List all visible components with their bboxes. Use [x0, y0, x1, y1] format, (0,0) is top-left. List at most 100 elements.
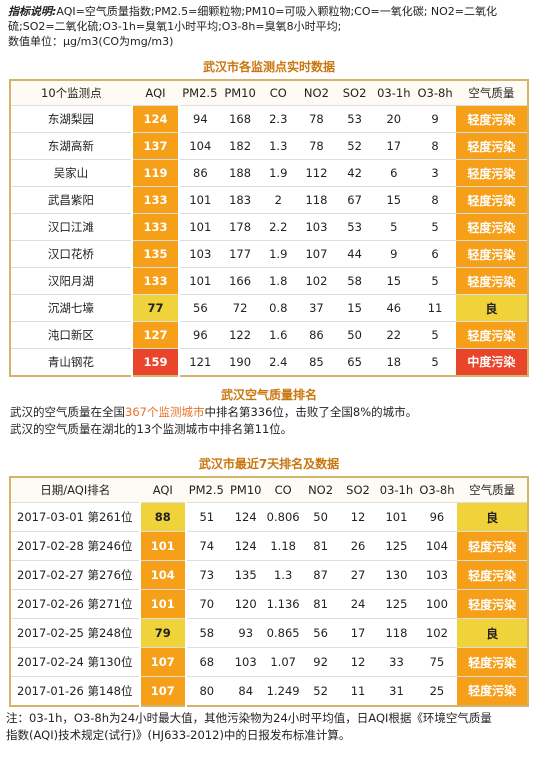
cell: 182 [220, 132, 260, 160]
cell: 31 [376, 676, 417, 706]
header-cell: 空气质量 [455, 80, 528, 106]
station-table: 10个监测点 AQI PM2.5 PM10 CO NO2 SO2 03-1h O3-8h 空气质量… [9, 79, 529, 377]
aqi-cell: 119 [130, 159, 181, 187]
cell: 103 [226, 647, 265, 677]
quality-cell: 轻度污染 [455, 213, 528, 241]
cell: 吴家山 [10, 159, 133, 187]
header-cell: 10个监测点 [10, 80, 132, 106]
cell: 50 [336, 321, 374, 349]
cell: 51 [186, 502, 227, 532]
cell: 124 [226, 502, 265, 532]
quality-cell: 轻度污染 [455, 159, 528, 187]
header-row: 10个监测点 AQI PM2.5 PM10 CO NO2 SO2 03-1h O3-8h 空气质量 [10, 80, 528, 106]
cell: 56 [301, 618, 340, 648]
cell: 93 [226, 618, 265, 648]
aqi-cell: 107 [138, 676, 188, 706]
aqi-cell: 101 [138, 589, 188, 619]
cell: 1.3 [259, 132, 297, 160]
aqi-cell: 124 [130, 105, 181, 133]
row: 汉口江滩 133 101 178 2.2 103 53 5 5 轻度污染 [10, 213, 528, 241]
aqi-cell: 101 [138, 531, 188, 561]
header-cell: 03-1h [373, 80, 415, 106]
cell: 1.9 [259, 240, 297, 268]
cell: 53 [336, 105, 374, 133]
cell: 2.3 [259, 105, 297, 133]
cell: 50 [301, 502, 340, 532]
note-line: 数值单位：μg/m3(CO为mg/m3) [8, 35, 174, 48]
cell: 70 [186, 589, 227, 619]
cell: 78 [296, 132, 337, 160]
cell: 74 [186, 531, 227, 561]
cell: 86 [179, 159, 221, 187]
row: 沌口新区 127 96 122 1.6 86 50 22 5 轻度污染 [10, 321, 528, 349]
cell: 1.6 [259, 321, 297, 349]
cell: 80 [186, 676, 227, 706]
cell: 15 [336, 294, 374, 322]
header-cell: PM2.5 [179, 80, 221, 106]
quality-cell: 轻度污染 [455, 105, 528, 133]
ranking-line: 武汉的空气质量在湖北的13个监测城市中排名第11位。 [10, 422, 293, 436]
cell: 46 [373, 294, 415, 322]
cell: 2017-03-01 第261位 [10, 502, 140, 532]
quality-cell: 轻度污染 [457, 647, 528, 677]
cell: 65 [336, 348, 374, 376]
note-line: 硫;SO2=二氧化硫;O3-1h=臭氧1小时平均;O3-8h=臭氧8小时平均; [8, 20, 342, 33]
cell: 78 [296, 105, 337, 133]
cell: 1.3 [264, 560, 302, 590]
row: 沉湖七壕 77 56 72 0.8 37 15 46 11 良 [10, 294, 528, 322]
row: 2017-02-28 第246位 101 74 124 1.18 81 26 125 104 轻度… [10, 531, 528, 561]
cell: 104 [416, 531, 458, 561]
aqi-cell: 133 [130, 213, 181, 241]
header-cell: SO2 [339, 477, 377, 503]
quality-cell: 轻度污染 [455, 321, 528, 349]
quality-cell: 良 [457, 618, 528, 648]
aqi-cell: 159 [130, 348, 181, 376]
cell: 84 [226, 676, 265, 706]
header-cell: CO [259, 80, 297, 106]
header-cell: PM2.5 [186, 477, 227, 503]
header-cell: 日期/AQI排名 [10, 477, 140, 503]
cell: 11 [414, 294, 456, 322]
header-cell: SO2 [336, 80, 374, 106]
aqi-cell: 77 [130, 294, 181, 322]
header-cell: 空气质量 [457, 477, 528, 503]
aqi-cell: 133 [130, 186, 181, 214]
header-cell: NO2 [296, 80, 337, 106]
cell: 75 [416, 647, 458, 677]
cell: 86 [296, 321, 337, 349]
cell: 1.9 [259, 159, 297, 187]
cell: 27 [339, 560, 377, 590]
header-cell: CO [264, 477, 302, 503]
cell: 96 [416, 502, 458, 532]
aqi-cell: 107 [138, 647, 188, 677]
cell: 2017-02-24 第130位 [10, 647, 140, 677]
quality-cell: 轻度污染 [455, 267, 528, 295]
cell: 188 [220, 159, 260, 187]
header-cell: AQI [139, 477, 187, 503]
highlight: 367个监测城市 [125, 405, 205, 419]
cell: 42 [336, 159, 374, 187]
cell: 5 [414, 348, 456, 376]
aqi-cell: 127 [130, 321, 181, 349]
quality-cell: 中度污染 [455, 348, 528, 376]
cell: 101 [179, 213, 221, 241]
cell: 44 [336, 240, 374, 268]
cell: 120 [226, 589, 265, 619]
cell: 东湖高新 [10, 132, 133, 160]
cell: 汉口江滩 [10, 213, 133, 241]
header-cell: 03-1h [376, 477, 417, 503]
row: 青山钢花 159 121 190 2.4 85 65 18 5 中度污染 [10, 348, 528, 376]
footnote-line: 注：03-1h，O3-8h为24小时最大值，其他污染物为24小时平均值，日AQI… [6, 711, 492, 725]
cell: 81 [301, 531, 340, 561]
cell: 20 [373, 105, 415, 133]
cell: 87 [301, 560, 340, 590]
note-label: 指标说明: [8, 5, 57, 18]
cell: 166 [220, 267, 260, 295]
cell: 178 [220, 213, 260, 241]
row: 2017-03-01 第261位 88 51 124 0.806 50 12 101 96 良 [10, 502, 528, 532]
quality-cell: 良 [457, 502, 528, 532]
cell: 12 [339, 502, 377, 532]
row: 武昌紫阳 133 101 183 2 118 67 15 8 轻度污染 [10, 186, 528, 214]
row: 汉阳月湖 133 101 166 1.8 102 58 15 5 轻度污染 [10, 267, 528, 295]
aqi-cell: 79 [138, 618, 188, 648]
